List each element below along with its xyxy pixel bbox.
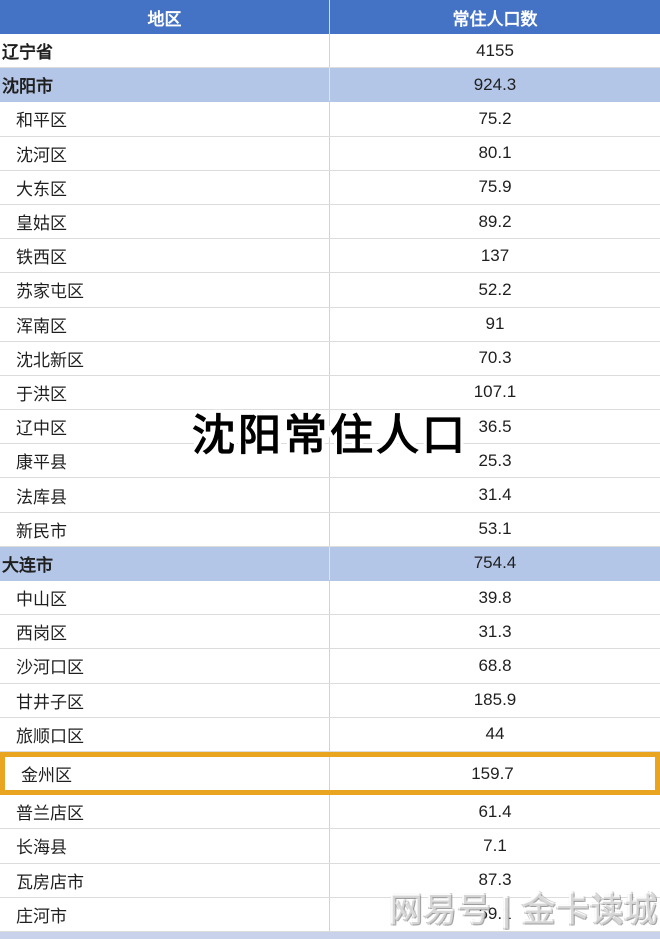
population-value-cell: 89.2 — [478, 211, 512, 231]
partial-next-row — [0, 931, 660, 939]
region-cell: 法库县 — [0, 478, 330, 512]
table-row: 苏家屯区 52.2 — [0, 273, 660, 308]
table-row: 瓦房店市 87.3 — [0, 863, 660, 898]
population-value-cell: 75.9 — [478, 177, 512, 197]
population-value-cell: 75.2 — [478, 108, 512, 128]
table-row: 庄河市 69.1 — [0, 897, 660, 932]
region-cell: 长海县 — [0, 829, 330, 863]
table-row: 法库县 31.4 — [0, 478, 660, 513]
region-cell: 新民市 — [0, 512, 330, 546]
population-value-cell: 70.3 — [478, 348, 512, 368]
population-value-cell: 53.1 — [478, 519, 512, 539]
population-value-cell: 39.8 — [478, 587, 512, 607]
region-cell: 皇姑区 — [0, 204, 330, 239]
table-row: 大连市 754.4 — [0, 546, 660, 581]
region-cell: 苏家屯区 — [0, 273, 330, 307]
table-row: 西岗区 31.3 — [0, 615, 660, 650]
region-cell: 浑南区 — [0, 307, 330, 341]
population-value-cell: 91 — [485, 314, 505, 334]
table-row: 大东区 75.9 — [0, 170, 660, 205]
region-cell: 辽宁省 — [0, 34, 330, 68]
region-cell: 瓦房店市 — [0, 863, 330, 897]
population-value-cell: 754.4 — [473, 553, 517, 573]
population-value-cell: 31.3 — [478, 621, 512, 641]
population-value-cell: 137 — [480, 245, 510, 265]
population-value-cell: 7.1 — [483, 835, 507, 855]
population-value-cell: 44 — [485, 724, 505, 744]
region-cell: 中山区 — [0, 581, 330, 615]
population-value-cell: 4155 — [476, 40, 514, 60]
region-cell: 金州区 — [5, 756, 330, 791]
region-cell: 甘井子区 — [0, 683, 330, 717]
population-value-cell: 159.7 — [471, 763, 514, 783]
table-row: 普兰店区 61.4 — [0, 795, 660, 830]
table-row: 新民市 53.1 — [0, 512, 660, 547]
table-row: 皇姑区 89.2 — [0, 204, 660, 240]
region-cell: 大东区 — [0, 170, 330, 204]
region-cell: 辽中区 — [0, 410, 330, 444]
population-value-cell: 69.1 — [478, 904, 512, 924]
region-cell: 普兰店区 — [0, 795, 330, 829]
region-cell: 沈北新区 — [0, 341, 330, 375]
region-cell: 沈阳市 — [0, 68, 330, 102]
table-row: 康平县 25.3 — [0, 444, 660, 479]
table-row-highlighted: 金州区 159.7 — [0, 751, 660, 796]
population-value-cell: 87.3 — [478, 870, 512, 890]
population-value-cell: 31.4 — [478, 485, 512, 505]
table-row: 沈阳市 924.3 — [0, 68, 660, 103]
population-value-cell: 924.3 — [473, 74, 517, 94]
population-value-cell: 185.9 — [473, 690, 517, 710]
population-value-cell: 80.1 — [478, 143, 512, 163]
population-value-cell: 61.4 — [478, 801, 512, 821]
table-row: 辽宁省 4155 — [0, 34, 660, 69]
population-value-cell: 25.3 — [478, 450, 512, 470]
table-row: 和平区 75.2 — [0, 102, 660, 137]
table-row: 中山区 39.8 — [0, 581, 660, 616]
table-row: 甘井子区 185.9 — [0, 683, 660, 718]
region-cell: 康平县 — [0, 444, 330, 478]
population-value-cell: 52.2 — [478, 279, 512, 299]
region-cell: 大连市 — [0, 546, 330, 580]
header-cell-population: 常住人口数 — [452, 9, 538, 29]
region-cell: 铁西区 — [0, 239, 330, 273]
region-cell: 旅顺口区 — [0, 717, 330, 751]
population-value-cell: 36.5 — [478, 416, 512, 436]
table-header-row: 地区 常住人口数 — [0, 0, 660, 34]
population-value-cell: 107.1 — [473, 382, 517, 402]
region-cell: 于洪区 — [0, 375, 330, 410]
region-cell: 沈河区 — [0, 136, 330, 170]
table-row: 浑南区 91 — [0, 307, 660, 342]
table-row: 长海县 7.1 — [0, 829, 660, 864]
table-row: 旅顺口区 44 — [0, 717, 660, 752]
table-row: 于洪区 107.1 — [0, 375, 660, 411]
region-cell: 和平区 — [0, 102, 330, 136]
table-row: 铁西区 137 — [0, 239, 660, 274]
region-cell: 庄河市 — [0, 897, 330, 931]
header-cell-region: 地区 — [0, 0, 330, 34]
table-row: 沙河口区 68.8 — [0, 649, 660, 684]
table-row: 沈河区 80.1 — [0, 136, 660, 171]
region-cell: 沙河口区 — [0, 649, 330, 683]
table-row: 辽中区 36.5 — [0, 410, 660, 445]
population-value-cell: 68.8 — [478, 655, 512, 675]
table-row: 沈北新区 70.3 — [0, 341, 660, 376]
region-cell: 西岗区 — [0, 615, 330, 649]
